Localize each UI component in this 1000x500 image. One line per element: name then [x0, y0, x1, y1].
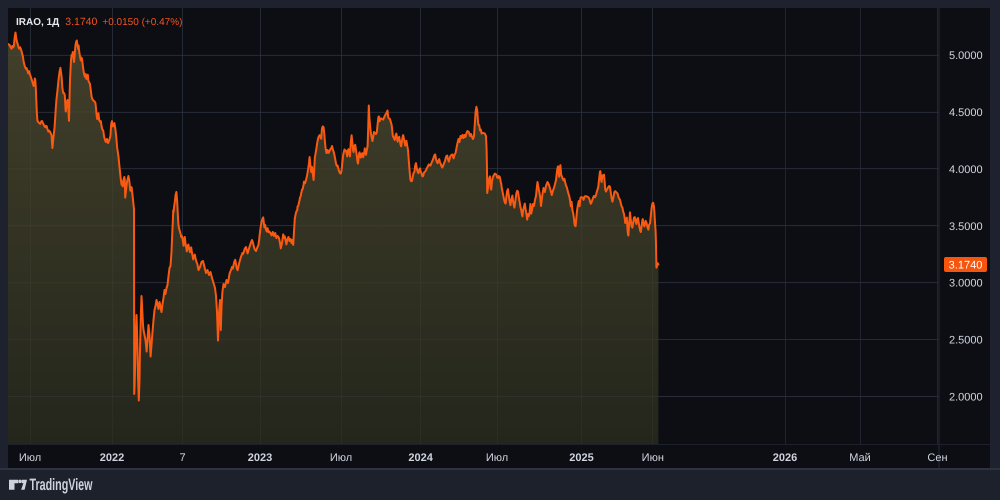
svg-text:Сен: Сен	[927, 452, 947, 464]
svg-text:2025: 2025	[569, 452, 593, 464]
svg-text:4.5000: 4.5000	[949, 107, 983, 119]
svg-text:2.0000: 2.0000	[949, 392, 983, 404]
svg-text:TradingView: TradingView	[30, 476, 93, 494]
svg-text:2023: 2023	[248, 452, 272, 464]
svg-text:3.0000: 3.0000	[949, 278, 983, 290]
svg-text:Июл: Июл	[486, 452, 508, 464]
svg-text:2026: 2026	[773, 452, 797, 464]
svg-text:Июл: Июл	[19, 452, 41, 464]
svg-text:4.0000: 4.0000	[949, 164, 983, 176]
svg-text:5.0000: 5.0000	[949, 50, 983, 62]
svg-text:2024: 2024	[408, 452, 433, 464]
svg-text:Июн: Июн	[642, 452, 664, 464]
svg-text:3.5000: 3.5000	[949, 221, 983, 233]
svg-text:2.5000: 2.5000	[949, 335, 983, 347]
svg-text:7: 7	[179, 452, 185, 464]
svg-text:3.1740: 3.1740	[949, 260, 983, 272]
svg-text:Май: Май	[849, 452, 871, 464]
svg-text:Июл: Июл	[330, 452, 352, 464]
svg-text:2022: 2022	[100, 452, 124, 464]
